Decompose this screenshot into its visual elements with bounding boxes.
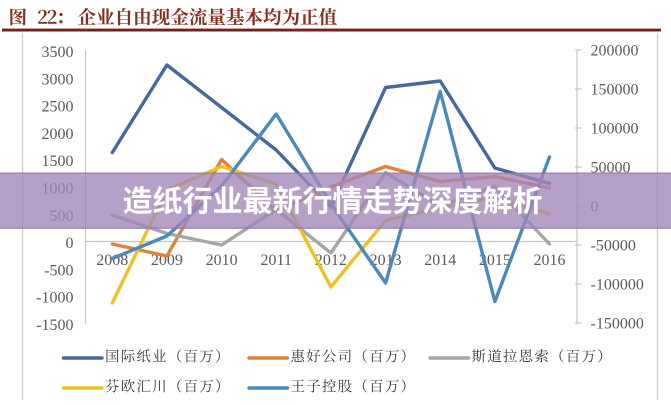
svg-text:200000: 200000: [591, 42, 639, 59]
svg-text:1500: 1500: [42, 153, 74, 170]
svg-text:3000: 3000: [42, 71, 74, 88]
svg-text:2500: 2500: [42, 99, 74, 116]
svg-text:50000: 50000: [591, 159, 631, 176]
svg-text:150000: 150000: [591, 81, 639, 98]
svg-text:-150000: -150000: [591, 315, 644, 332]
svg-text:-1000: -1000: [36, 290, 73, 307]
svg-text:-500: -500: [44, 262, 73, 279]
svg-text:100000: 100000: [591, 120, 639, 137]
svg-text:0: 0: [66, 235, 74, 252]
svg-text:2010: 2010: [206, 252, 238, 269]
svg-text:2012: 2012: [315, 252, 347, 269]
svg-text:2009: 2009: [151, 252, 183, 269]
svg-text:2014: 2014: [424, 252, 456, 269]
svg-text:2000: 2000: [42, 126, 74, 143]
svg-text:3500: 3500: [42, 44, 74, 61]
svg-text:-1500: -1500: [36, 317, 73, 334]
svg-text:2011: 2011: [260, 252, 291, 269]
svg-text:-50000: -50000: [591, 237, 636, 254]
svg-text:2016: 2016: [534, 252, 566, 269]
svg-text:-100000: -100000: [591, 276, 644, 293]
